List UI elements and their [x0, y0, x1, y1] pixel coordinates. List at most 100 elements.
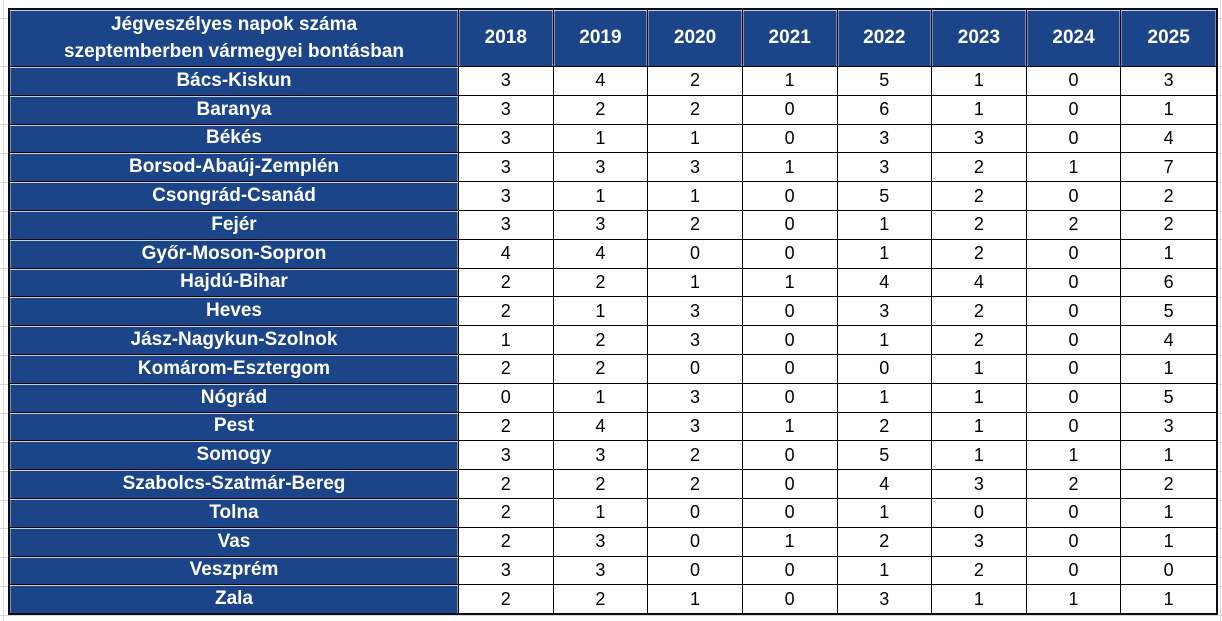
value-cell[interactable]: 0: [742, 556, 838, 586]
value-cell[interactable]: 2: [648, 470, 743, 499]
value-cell[interactable]: 3: [648, 297, 743, 327]
value-cell[interactable]: 1: [742, 268, 838, 298]
value-cell[interactable]: 1: [932, 354, 1027, 384]
value-cell[interactable]: 2: [932, 239, 1027, 269]
year-header-2018[interactable]: 2018: [459, 10, 554, 67]
county-cell[interactable]: Jász-Nagykun-Szolnok: [10, 326, 459, 355]
year-header-2022[interactable]: 2022: [837, 10, 933, 67]
value-cell[interactable]: 2: [459, 354, 554, 384]
value-cell[interactable]: 1: [648, 585, 743, 613]
value-cell[interactable]: 0: [648, 556, 743, 586]
value-cell[interactable]: 3: [459, 210, 554, 240]
year-header-2025[interactable]: 2025: [1121, 10, 1216, 67]
value-cell[interactable]: 1: [742, 527, 838, 557]
value-cell[interactable]: 1: [1121, 585, 1216, 613]
value-cell[interactable]: 3: [648, 412, 743, 442]
value-cell[interactable]: 3: [459, 556, 554, 586]
value-cell[interactable]: 3: [459, 182, 554, 211]
value-cell[interactable]: 0: [648, 239, 743, 269]
county-cell[interactable]: Győr-Moson-Sopron: [10, 239, 459, 269]
value-cell[interactable]: 1: [932, 67, 1027, 96]
value-cell[interactable]: 3: [648, 153, 743, 183]
value-cell[interactable]: 0: [742, 210, 838, 240]
value-cell[interactable]: 0: [1026, 182, 1122, 211]
value-cell[interactable]: 4: [553, 412, 649, 442]
county-cell[interactable]: Pest: [10, 412, 459, 442]
value-cell[interactable]: 0: [459, 383, 554, 413]
value-cell[interactable]: 1: [742, 153, 838, 183]
value-cell[interactable]: 3: [553, 527, 649, 557]
value-cell[interactable]: 1: [837, 383, 933, 413]
value-cell[interactable]: 2: [459, 498, 554, 528]
value-cell[interactable]: 1: [932, 95, 1027, 125]
county-cell[interactable]: Nógrád: [10, 383, 459, 413]
value-cell[interactable]: 0: [742, 498, 838, 528]
value-cell[interactable]: 2: [1026, 210, 1122, 240]
table-title-cell[interactable]: Jégveszélyes napok száma szeptemberben v…: [10, 10, 459, 67]
county-cell[interactable]: Heves: [10, 297, 459, 327]
value-cell[interactable]: 1: [837, 210, 933, 240]
value-cell[interactable]: 2: [932, 182, 1027, 211]
county-cell[interactable]: Hajdú-Bihar: [10, 268, 459, 298]
county-cell[interactable]: Szabolcs-Szatmár-Bereg: [10, 470, 459, 499]
value-cell[interactable]: 2: [459, 268, 554, 298]
value-cell[interactable]: 1: [837, 326, 933, 355]
value-cell[interactable]: 4: [837, 470, 933, 499]
value-cell[interactable]: 2: [553, 326, 649, 355]
value-cell[interactable]: 0: [648, 498, 743, 528]
value-cell[interactable]: 0: [742, 585, 838, 613]
value-cell[interactable]: 3: [553, 153, 649, 183]
value-cell[interactable]: 4: [1121, 124, 1216, 154]
value-cell[interactable]: 3: [837, 124, 933, 154]
value-cell[interactable]: 1: [932, 441, 1027, 471]
value-cell[interactable]: 1: [1121, 239, 1216, 269]
value-cell[interactable]: 2: [648, 95, 743, 125]
value-cell[interactable]: 2: [459, 470, 554, 499]
value-cell[interactable]: 2: [1121, 182, 1216, 211]
county-cell[interactable]: Fejér: [10, 210, 459, 240]
value-cell[interactable]: 0: [648, 354, 743, 384]
value-cell[interactable]: 2: [459, 527, 554, 557]
value-cell[interactable]: 1: [1026, 153, 1122, 183]
value-cell[interactable]: 3: [648, 383, 743, 413]
value-cell[interactable]: 2: [837, 412, 933, 442]
value-cell[interactable]: 3: [553, 441, 649, 471]
value-cell[interactable]: 2: [553, 268, 649, 298]
value-cell[interactable]: 4: [553, 239, 649, 269]
county-cell[interactable]: Zala: [10, 585, 459, 613]
value-cell[interactable]: 1: [932, 383, 1027, 413]
county-cell[interactable]: Somogy: [10, 441, 459, 471]
county-cell[interactable]: Tolna: [10, 498, 459, 528]
value-cell[interactable]: 1: [837, 498, 933, 528]
value-cell[interactable]: 1: [1121, 527, 1216, 557]
county-cell[interactable]: Vas: [10, 527, 459, 557]
value-cell[interactable]: 3: [932, 527, 1027, 557]
value-cell[interactable]: 2: [932, 153, 1027, 183]
value-cell[interactable]: 1: [1121, 441, 1216, 471]
value-cell[interactable]: 0: [1026, 95, 1122, 125]
value-cell[interactable]: 2: [553, 354, 649, 384]
value-cell[interactable]: 3: [553, 556, 649, 586]
value-cell[interactable]: 2: [459, 412, 554, 442]
value-cell[interactable]: 0: [932, 498, 1027, 528]
value-cell[interactable]: 4: [459, 239, 554, 269]
year-header-2021[interactable]: 2021: [742, 10, 838, 67]
county-cell[interactable]: Komárom-Esztergom: [10, 354, 459, 384]
value-cell[interactable]: 2: [553, 95, 649, 125]
value-cell[interactable]: 3: [459, 95, 554, 125]
value-cell[interactable]: 0: [742, 95, 838, 125]
county-cell[interactable]: Veszprém: [10, 556, 459, 586]
value-cell[interactable]: 3: [1121, 67, 1216, 96]
value-cell[interactable]: 0: [742, 297, 838, 327]
value-cell[interactable]: 2: [553, 585, 649, 613]
value-cell[interactable]: 4: [932, 268, 1027, 298]
value-cell[interactable]: 1: [742, 412, 838, 442]
value-cell[interactable]: 3: [553, 210, 649, 240]
value-cell[interactable]: 1: [1121, 354, 1216, 384]
value-cell[interactable]: 0: [1026, 239, 1122, 269]
value-cell[interactable]: 1: [553, 498, 649, 528]
value-cell[interactable]: 5: [837, 182, 933, 211]
value-cell[interactable]: 1: [553, 124, 649, 154]
value-cell[interactable]: 1: [648, 124, 743, 154]
value-cell[interactable]: 3: [932, 470, 1027, 499]
